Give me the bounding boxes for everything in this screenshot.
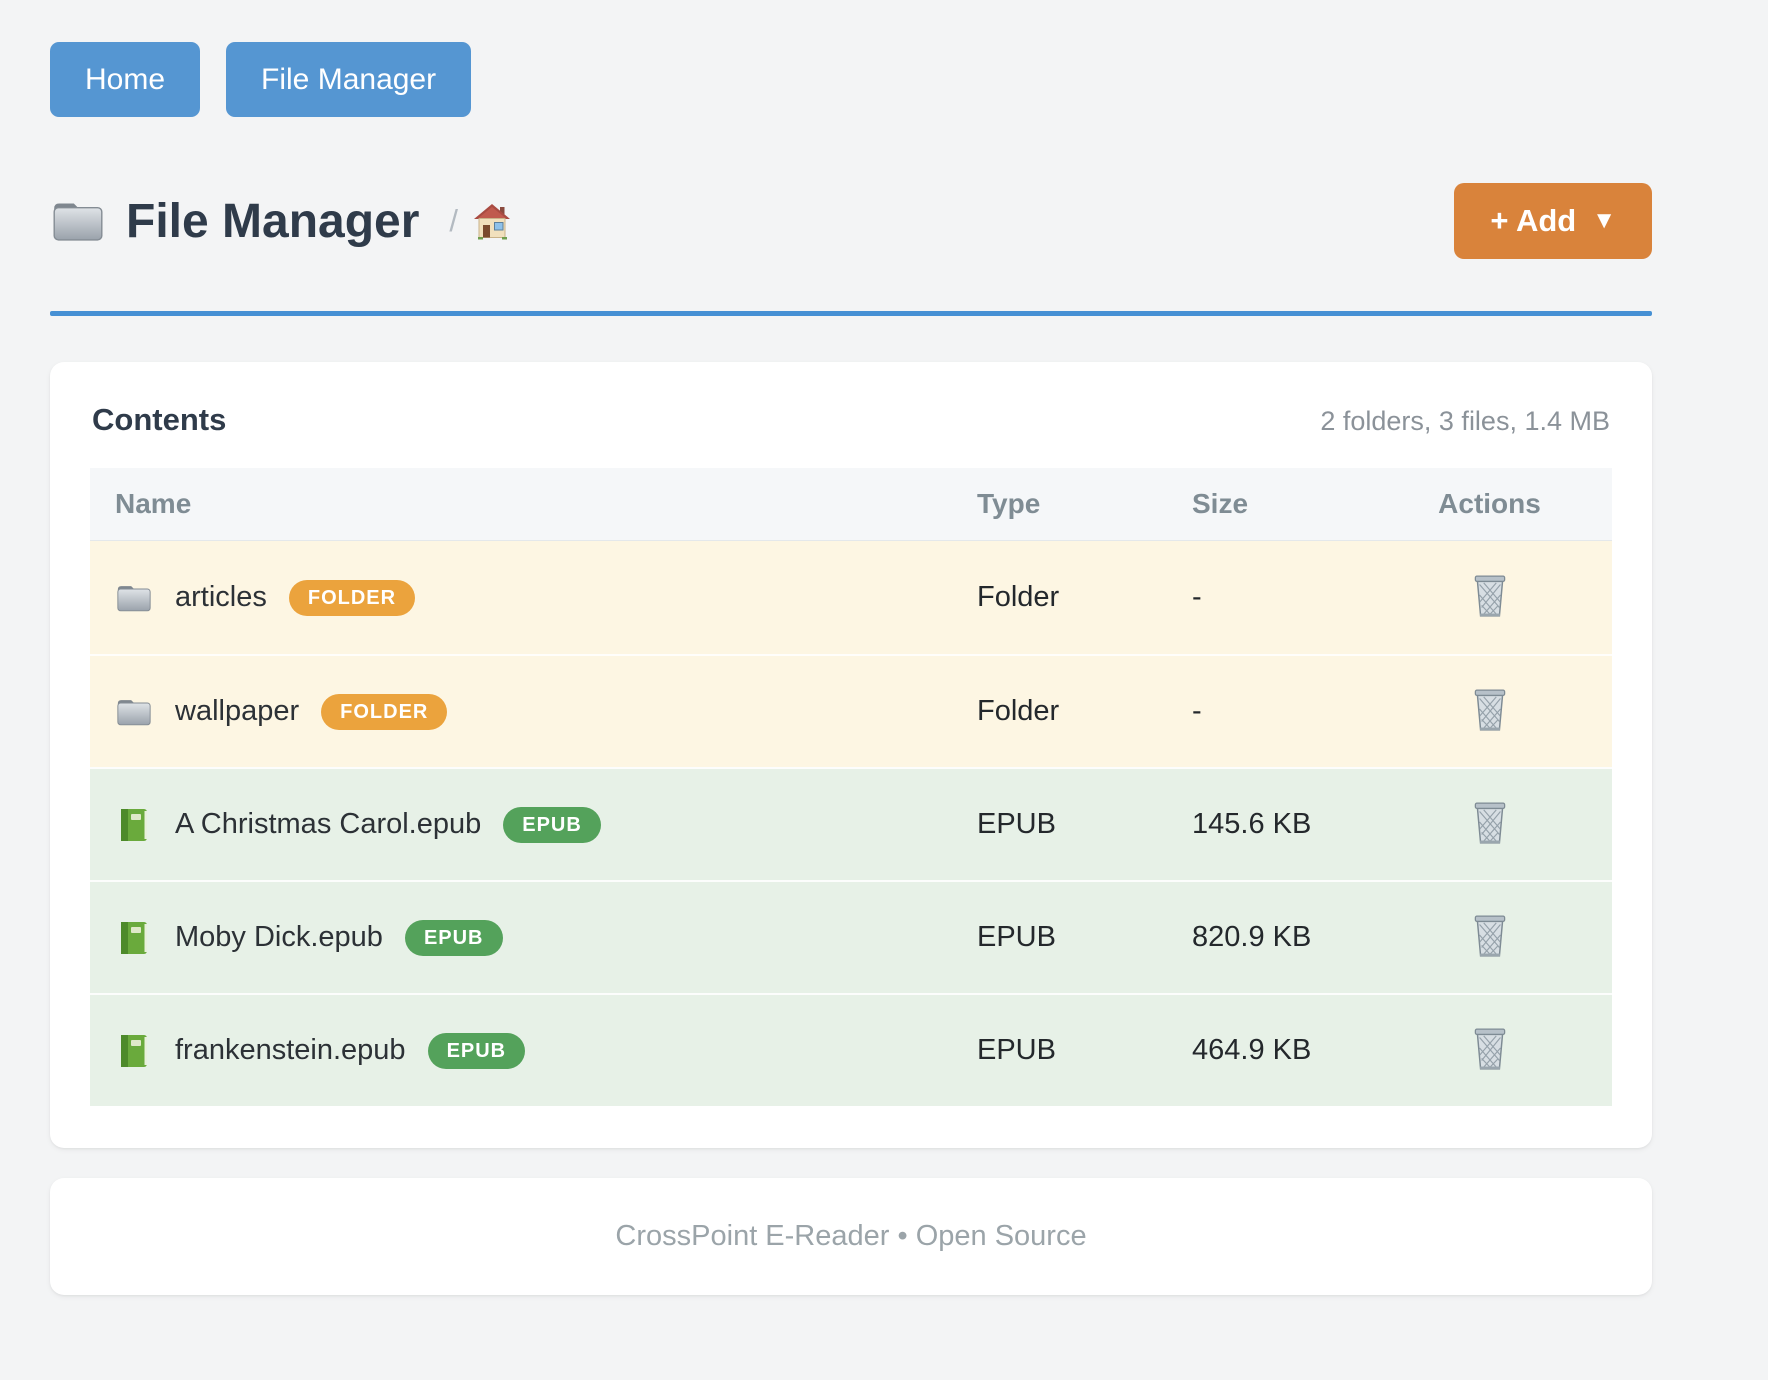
- home-icon[interactable]: [472, 201, 512, 241]
- delete-button[interactable]: [1465, 796, 1515, 850]
- table-header-row: Name Type Size Actions: [90, 468, 1612, 541]
- contents-card: Contents 2 folders, 3 files, 1.4 MB Name…: [50, 362, 1652, 1148]
- type-badge: FOLDER: [321, 693, 448, 730]
- column-header-actions: Actions: [1438, 488, 1541, 519]
- type-cell: Folder: [977, 581, 1060, 613]
- size-cell: 820.9 KB: [1192, 921, 1312, 953]
- add-button-label: + Add: [1490, 203, 1577, 238]
- column-header-size: Size: [1192, 488, 1249, 519]
- size-cell: -: [1192, 581, 1202, 613]
- delete-button[interactable]: [1465, 683, 1515, 737]
- delete-button[interactable]: [1465, 1022, 1515, 1076]
- page-title-text: File Manager: [126, 194, 420, 248]
- trash-icon: [1469, 573, 1511, 619]
- folder-icon: [115, 580, 153, 616]
- column-header-type: Type: [977, 488, 1041, 519]
- type-badge: EPUB: [404, 919, 503, 956]
- footer-text: CrossPoint E-Reader • Open Source: [615, 1220, 1087, 1252]
- file-name: frankenstein.epub: [175, 1034, 406, 1066]
- table-body: articles FOLDER Folder -: [90, 541, 1612, 1106]
- file-name: articles: [175, 581, 267, 613]
- nav-file-manager-button[interactable]: File Manager: [226, 42, 472, 117]
- file-name: Moby Dick.epub: [175, 921, 383, 953]
- type-badge: EPUB: [427, 1032, 526, 1069]
- book-icon: [115, 920, 153, 956]
- table-row[interactable]: Moby Dick.epub EPUB EPUB 820.9 KB: [90, 880, 1612, 993]
- contents-summary: 2 folders, 3 files, 1.4 MB: [1320, 406, 1610, 436]
- table-row[interactable]: frankenstein.epub EPUB EPUB 464.9 KB: [90, 993, 1612, 1106]
- table-row[interactable]: A Christmas Carol.epub EPUB EPUB 145.6 K…: [90, 767, 1612, 880]
- type-cell: Folder: [977, 695, 1060, 727]
- book-icon: [115, 807, 153, 843]
- file-name: A Christmas Carol.epub: [175, 808, 482, 840]
- type-badge: FOLDER: [288, 579, 416, 616]
- folder-icon: [115, 694, 153, 730]
- delete-button[interactable]: [1465, 909, 1515, 963]
- contents-heading: Contents: [92, 402, 227, 437]
- trash-icon: [1469, 1026, 1511, 1072]
- file-name: wallpaper: [175, 695, 300, 727]
- size-cell: 145.6 KB: [1192, 808, 1312, 840]
- table-row[interactable]: wallpaper FOLDER Folder -: [90, 654, 1612, 767]
- column-header-name: Name: [115, 488, 192, 519]
- table-row[interactable]: articles FOLDER Folder -: [90, 541, 1612, 654]
- type-badge: EPUB: [503, 806, 601, 843]
- chevron-down-icon: ▼: [1592, 207, 1616, 234]
- page-title: File Manager: [50, 194, 419, 249]
- add-button[interactable]: + Add ▼: [1454, 183, 1652, 259]
- delete-button[interactable]: [1465, 569, 1515, 623]
- nav-home-button[interactable]: Home: [50, 42, 201, 117]
- top-nav: Home File Manager: [50, 42, 1652, 117]
- trash-icon: [1469, 913, 1511, 959]
- type-cell: EPUB: [977, 808, 1056, 840]
- book-icon: [115, 1033, 153, 1069]
- breadcrumb-separator: /: [449, 203, 459, 238]
- footer: CrossPoint E-Reader • Open Source: [50, 1178, 1652, 1295]
- type-cell: EPUB: [977, 921, 1056, 953]
- breadcrumb: /: [449, 201, 512, 241]
- trash-icon: [1469, 687, 1511, 733]
- header-divider: [50, 311, 1652, 316]
- trash-icon: [1469, 800, 1511, 846]
- files-table: Name Type Size Actions: [90, 468, 1612, 1106]
- size-cell: -: [1192, 695, 1202, 727]
- size-cell: 464.9 KB: [1192, 1034, 1312, 1066]
- page-header: File Manager /: [50, 183, 1652, 259]
- type-cell: EPUB: [977, 1034, 1056, 1066]
- folder-icon: [50, 197, 106, 245]
